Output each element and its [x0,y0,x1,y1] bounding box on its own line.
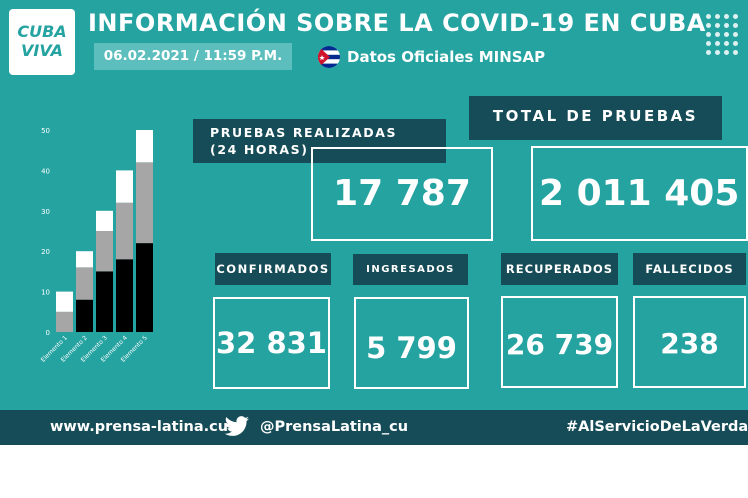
bar-segment-4-2 [116,202,133,260]
y-tick-label-5: 50 [41,127,50,135]
logo-line-2: VIVA [20,41,63,60]
hashtag-text: #AlServicioDeLaVerdad [566,419,748,435]
bar-segment-2-1 [76,299,93,332]
date-badge: 06.02.2021 / 11:59 P.M. [94,43,292,70]
y-tick-label-2: 20 [41,248,50,256]
infographic-panel: CUBA VIVA INFORMACIÓN SOBRE LA COVID-19 … [0,0,748,445]
bar-segment-2-2 [76,267,93,300]
total-pruebas-label: TOTAL DE PRUEBAS [469,96,722,140]
confirmados-label: CONFIRMADOS [215,253,331,285]
twitter-bird-icon[interactable] [224,416,250,438]
y-tick-label-4: 40 [41,167,50,175]
logo-line-1: CUBA [17,22,67,41]
cuba-flag-icon [318,46,340,68]
cuba-viva-logo[interactable]: CUBA VIVA [9,9,75,75]
fallecidos-label: FALLECIDOS [633,253,746,285]
recuperados-label: RECUPERADOS [501,253,618,285]
pruebas-realizadas-label: PRUEBAS REALIZADAS (24 HORAS) [193,119,446,163]
bar-segment-5-1 [136,243,153,332]
source-label: Datos Oficiales MINSAP [347,48,546,66]
twitter-handle[interactable]: @PrensaLatina_cu [260,419,409,435]
bar-segment-3-2 [96,231,113,272]
fallecidos-value: 238 [633,296,746,388]
bar-segment-1-2 [56,311,73,332]
website-link[interactable]: www.prensa-latina.cu [50,419,229,435]
recuperados-value: 26 739 [501,296,618,388]
bar-segment-4-3 [116,170,133,203]
bar-segment-3-3 [96,210,113,231]
ingresados-value: 5 799 [354,297,469,389]
y-tick-label-1: 10 [41,289,50,297]
pruebas-label-line-1: PRUEBAS REALIZADAS [210,125,398,140]
bar-segment-1-3 [56,291,73,312]
bar-segment-5-3 [136,130,153,163]
total-pruebas-value: 2 011 405 [531,146,748,241]
y-tick-label-0: 0 [46,329,50,337]
ingresados-label: INGRESADOS [353,254,468,285]
y-tick-label-3: 30 [41,208,50,216]
pruebas-realizadas-value: 17 787 [311,147,493,241]
bar-segment-4-1 [116,259,133,332]
confirmados-value: 32 831 [213,297,330,389]
bar-segment-5-2 [136,162,153,244]
page-title: INFORMACIÓN SOBRE LA COVID-19 EN CUBA [88,9,706,37]
pruebas-label-line-2: (24 HORAS) [210,142,309,157]
bar-segment-2-3 [76,251,93,268]
footer-bar: www.prensa-latina.cu @PrensaLatina_cu #A… [0,410,748,445]
bar-segment-3-1 [96,271,113,332]
